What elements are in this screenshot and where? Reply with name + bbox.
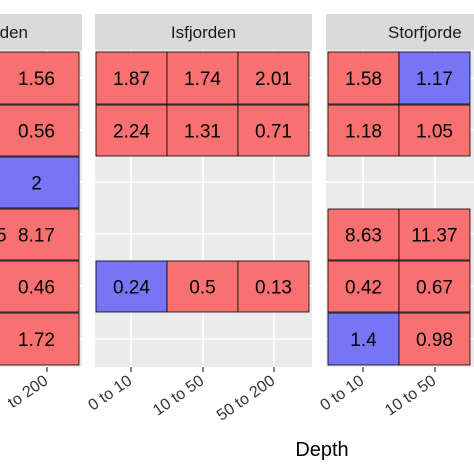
cell-value-label: 1.56 [18, 69, 55, 90]
facet-strip-label: den [0, 23, 28, 42]
heatmap-cell [237, 51, 310, 105]
cell-value-label: 1.72 [18, 330, 55, 351]
cell-value-label: 2.24 [113, 122, 150, 143]
heatmap-cell [0, 51, 80, 105]
heatmap-cell [95, 104, 168, 157]
cell-value-label: 1.58 [345, 69, 382, 90]
cell-value-label: 8.63 [345, 226, 382, 247]
heatmap-cell [398, 312, 471, 366]
cell-value-label: 0.71 [255, 122, 292, 143]
cell-value-label: 2 [31, 174, 42, 195]
heatmap-cell [0, 156, 80, 209]
heatmap-cell [237, 104, 310, 157]
facet-panel: 1.56 0.56 2 8.17 5 0.46 1.72 den to 200 [0, 14, 82, 412]
cell-value-label: 0.98 [416, 330, 453, 351]
cell-value-label-partial: 5 [0, 226, 7, 247]
heatmap-cell [0, 260, 80, 313]
cell-value-label: 0.42 [345, 278, 382, 299]
heatmap-cell [398, 104, 471, 157]
heatmap-cell [0, 208, 80, 261]
x-axis-title: Depth [295, 439, 348, 461]
heatmap-cell [95, 260, 168, 313]
panels-layer: 1.56 0.56 2 8.17 5 0.46 1.72 den to 200 1.87 1.74 2… [0, 14, 474, 425]
cell-value-label: 1.05 [416, 122, 453, 143]
cell-value-label: 1.31 [184, 122, 221, 143]
facet-strip [0, 14, 82, 50]
x-tick-label: 10 to 50 [150, 372, 207, 419]
x-tick-label: 0 to 10 [317, 372, 367, 414]
cell-value-label: 8.17 [18, 226, 55, 247]
heatmap-cell [166, 260, 239, 313]
heatmap-cell [0, 312, 80, 366]
cell-value-label: 0.46 [18, 278, 55, 299]
heatmap-cell [166, 104, 239, 157]
cell-value-label: 0.56 [18, 122, 55, 143]
heatmap-cell [327, 312, 400, 366]
heatmap-cell [166, 51, 239, 105]
facet-strip-label: Isfjorden [171, 23, 236, 42]
heatmap-cell [0, 104, 80, 157]
facet-strip [95, 14, 312, 50]
heatmap-cell [327, 260, 400, 313]
cell-value-label: 2.01 [255, 69, 292, 90]
facet-panel: 1.87 1.74 2.01 2.24 1.31 0.71 0.24 0.5 0.13 Isfjo… [85, 14, 312, 425]
cell-value-label: 1.18 [345, 122, 382, 143]
heatmap-cell [237, 260, 310, 313]
cell-value-label: 0.5 [189, 278, 215, 299]
cell-value-label: 1.4 [350, 330, 377, 351]
facet-strip-label: Storfjorde [388, 23, 462, 42]
cell-value-label: 1.17 [416, 69, 453, 90]
cell-value-label: 0.13 [255, 278, 292, 299]
x-tick-label: 0 to 10 [85, 372, 135, 414]
facet-panel: 1.58 1.17 1.18 1.05 8.63 11.37 0.42 0.67 1.4 0.98… [317, 14, 474, 419]
cell-value-label: 1.87 [113, 69, 150, 90]
heatmap-cell [327, 104, 400, 157]
heatmap-cell [398, 51, 471, 105]
cell-value-label: 0.24 [113, 278, 150, 299]
cell-value-label: 11.37 [411, 226, 457, 247]
x-tick-label: 50 to 200 [214, 372, 278, 424]
heatmap-cell [398, 208, 471, 261]
facet-strip [326, 14, 474, 50]
heatmap-cell [398, 260, 471, 313]
cell-value-label: 0.67 [416, 278, 453, 299]
heatmap-cell [95, 51, 168, 105]
x-tick-label: 10 to 50 [382, 372, 439, 419]
cell-value-label: 1.74 [184, 69, 221, 90]
x-tick-label: to 200 [5, 372, 51, 411]
